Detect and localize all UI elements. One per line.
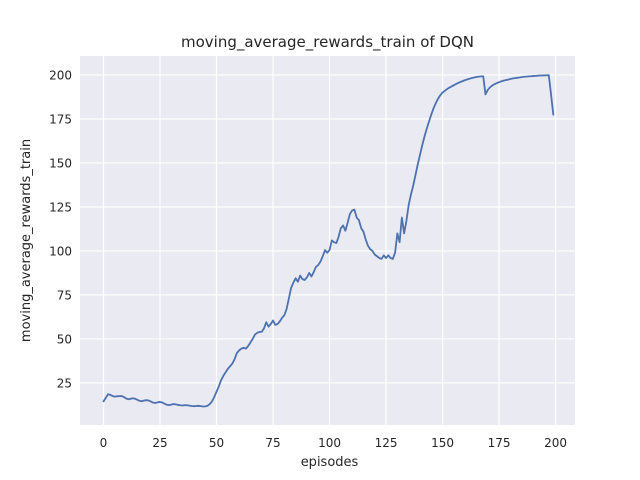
gridlines bbox=[80, 56, 575, 425]
y-tick-label: 75 bbox=[57, 288, 72, 302]
chart-title: moving_average_rewards_train of DQN bbox=[181, 33, 474, 52]
y-tick-label: 100 bbox=[49, 244, 72, 258]
x-tick-label: 75 bbox=[265, 436, 280, 450]
y-tick-label: 150 bbox=[49, 156, 72, 170]
x-tick-label: 150 bbox=[431, 436, 454, 450]
line-series-moving-average-rewards bbox=[102, 74, 555, 408]
y-tick-label: 25 bbox=[57, 376, 72, 390]
y-axis-tick-labels: 25 50 75 100 125 150 175 200 bbox=[49, 69, 72, 391]
x-axis-tick-labels: 0 25 50 75 100 125 150 175 200 bbox=[100, 436, 567, 450]
y-tick-label: 200 bbox=[49, 69, 72, 83]
y-tick-label: 175 bbox=[49, 112, 72, 126]
x-tick-label: 175 bbox=[488, 436, 511, 450]
y-tick-label: 125 bbox=[49, 200, 72, 214]
x-tick-label: 0 bbox=[100, 436, 108, 450]
x-tick-label: 200 bbox=[544, 436, 567, 450]
y-tick-label: 50 bbox=[57, 332, 72, 346]
x-tick-label: 100 bbox=[318, 436, 341, 450]
x-tick-label: 25 bbox=[152, 436, 167, 450]
x-axis-label: episodes bbox=[301, 455, 359, 470]
x-tick-label: 50 bbox=[209, 436, 224, 450]
y-axis-label: moving_average_rewards_train bbox=[19, 139, 34, 342]
plot-area bbox=[80, 56, 575, 425]
x-tick-label: 125 bbox=[375, 436, 398, 450]
